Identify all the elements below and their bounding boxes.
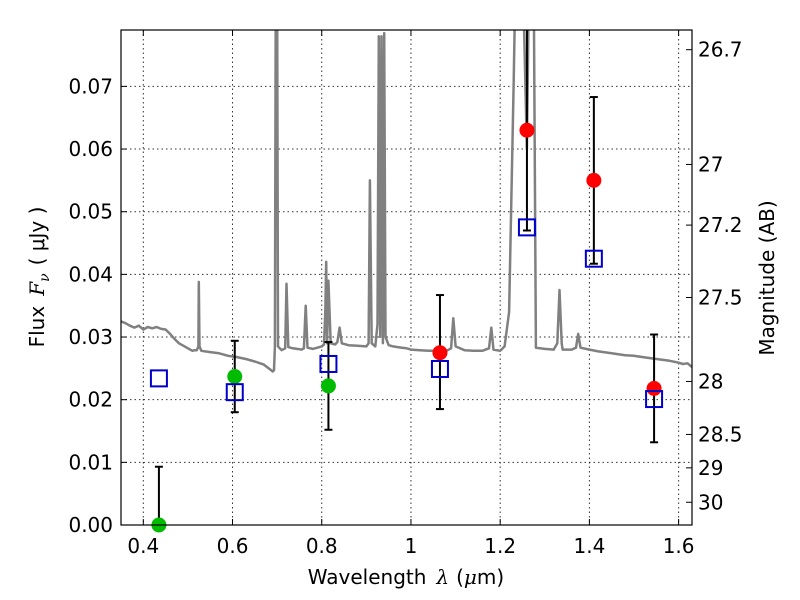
x-tick-label: 0.8: [306, 534, 338, 558]
data-point-observed: [646, 380, 662, 396]
x-axis-label-symbol: λ: [435, 565, 449, 589]
data-point-observed: [586, 172, 602, 188]
x-axis-unit-rest: m): [477, 565, 504, 589]
data-point-model: [645, 390, 664, 409]
x-axis-label: Wavelength λ (μm): [308, 565, 504, 589]
y2-tick-label: 28: [698, 369, 723, 393]
x-tick-label: 0.4: [127, 534, 159, 558]
x-axis-ticks: 0.4 0.6 0.8 1 1.2 1.4 1.6: [127, 30, 695, 558]
y2-axis-label: Magnitude (AB): [755, 200, 779, 355]
x-tick-label: 1.4: [573, 534, 605, 558]
y-axis-label-subscript: ν: [37, 273, 53, 282]
y2-tick-label: 27.5: [698, 286, 743, 310]
data-point-observed: [227, 369, 243, 384]
data-point-model: [584, 249, 603, 268]
data-point-model: [319, 354, 338, 373]
y2-tick-label: 29: [698, 456, 723, 480]
marker-layer: [149, 122, 664, 533]
data-point-model: [517, 218, 536, 237]
y-tick-label: 0.03: [68, 325, 113, 349]
y2-axis-ticks: 26.7 27 27.2 27.5 28 28.5 29 30: [686, 38, 743, 514]
data-point-observed: [432, 345, 448, 361]
grid: [121, 30, 692, 526]
y-tick-label: 0.05: [68, 200, 113, 224]
y-axis-label: Flux Fν ( μJy ): [25, 207, 53, 348]
plot-frame: [120, 29, 693, 526]
x-axis-unit-open: (: [456, 565, 464, 589]
y-tick-label: 0.01: [68, 450, 113, 474]
data-point-model: [149, 369, 168, 388]
y-tick-label: 0.07: [68, 74, 113, 98]
y2-tick-label: 26.7: [698, 38, 743, 62]
y-tick-label: 0.06: [68, 137, 113, 161]
y-tick-label: 0.04: [68, 262, 113, 286]
x-tick-label: 0.6: [217, 534, 249, 558]
data-point-model: [225, 383, 244, 402]
spectrum-layer: [121, 30, 692, 373]
x-axis-unit-mu: μ: [464, 565, 477, 589]
y2-tick-label: 27.2: [698, 213, 743, 237]
y2-tick-label: 28.5: [698, 422, 743, 446]
y2-tick-label: 27: [698, 152, 723, 176]
y-tick-label: 0.02: [68, 388, 113, 412]
x-tick-label: 1.2: [484, 534, 516, 558]
y-axis-label-text: Flux: [25, 306, 49, 348]
x-tick-label: 1: [405, 534, 418, 558]
y2-tick-label: 30: [698, 490, 723, 514]
data-point-model: [430, 359, 449, 378]
y-axis-label-symbol: F: [25, 281, 49, 297]
data-point-observed: [519, 122, 535, 138]
y-axis-ticks: 0.00 0.01 0.02 0.03 0.04 0.05 0.06 0.07: [68, 74, 127, 537]
x-tick-label: 1.6: [663, 534, 695, 558]
spectrum-line: [121, 30, 692, 373]
y-tick-label: 0.00: [68, 513, 113, 537]
y-axis-label-unit: ( μJy ): [25, 207, 49, 266]
data-point-observed: [320, 378, 336, 394]
x-axis-label-text: Wavelength: [308, 565, 427, 589]
